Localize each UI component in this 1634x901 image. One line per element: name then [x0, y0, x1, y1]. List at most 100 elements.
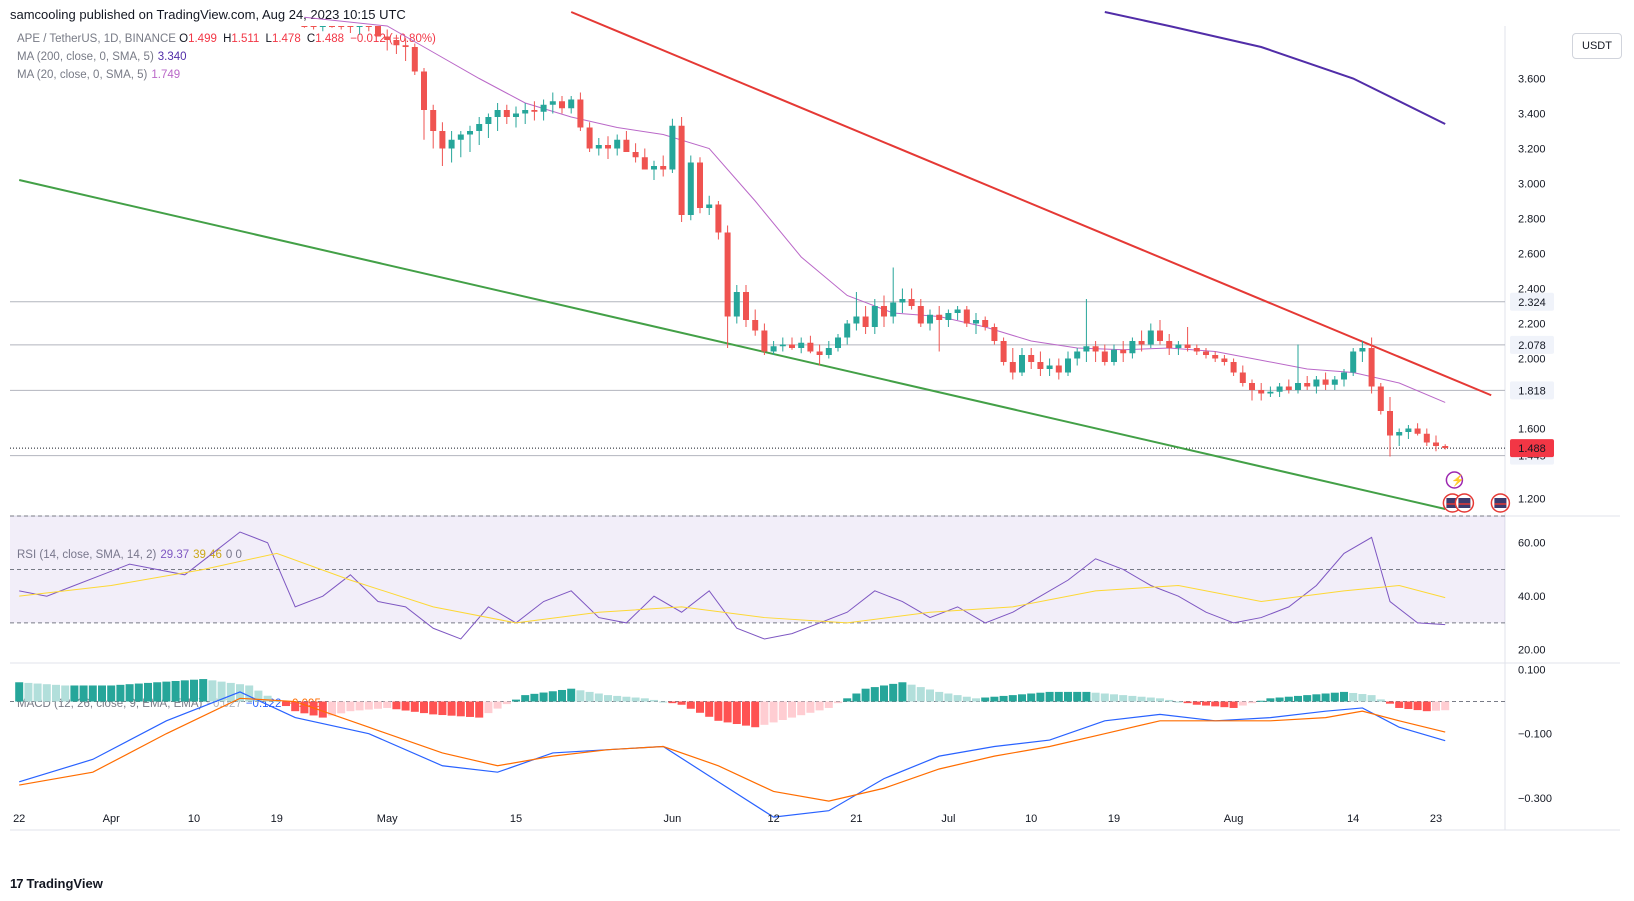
- candle: [1129, 337, 1136, 359]
- candle: [1111, 344, 1117, 366]
- candle-body: [319, 26, 326, 27]
- candle-body: [807, 342, 814, 352]
- macd-histogram-bar: [79, 685, 88, 702]
- candle: [927, 309, 933, 331]
- macd-histogram-bar: [916, 687, 925, 702]
- candle-body: [1267, 391, 1274, 394]
- macd-histogram-bar: [300, 701, 309, 714]
- candle: [1212, 351, 1219, 362]
- open-value: 1.499: [188, 33, 217, 45]
- macd-histogram-bar: [1238, 701, 1247, 706]
- macd-histogram-bar: [935, 691, 944, 702]
- macd-histogram-bar: [705, 701, 714, 717]
- macd-histogram-bar: [1367, 695, 1376, 702]
- candle-body: [706, 204, 713, 208]
- candle: [522, 103, 529, 124]
- rsi-line: [19, 531, 1446, 640]
- candle-body: [1046, 365, 1053, 369]
- macd-histogram-bar: [1413, 701, 1422, 711]
- macd-histogram-bar: [1146, 697, 1155, 702]
- level-badge: [1510, 335, 1554, 354]
- macd-histogram-bar: [217, 681, 226, 702]
- candle: [1203, 348, 1209, 359]
- macd-histogram-bar: [567, 688, 576, 702]
- candle-body: [890, 302, 897, 317]
- open-label: O: [179, 33, 189, 45]
- candle: [1350, 348, 1357, 376]
- candle-body: [1377, 386, 1384, 411]
- macd-histogram-bar: [594, 693, 603, 702]
- candle: [393, 34, 400, 54]
- currency-button[interactable]: USDT: [1572, 33, 1622, 59]
- candle-body: [1368, 348, 1375, 387]
- candle-body: [835, 337, 841, 348]
- macd-histogram-bar: [263, 695, 272, 702]
- rsi-band: [10, 516, 1505, 623]
- time-tick-label: 19: [271, 813, 283, 825]
- candle-body: [1249, 383, 1255, 390]
- macd-histogram-bar: [696, 701, 704, 713]
- macd-histogram-bar: [677, 701, 686, 705]
- candle: [1359, 341, 1366, 362]
- macd-histogram-bar: [1284, 696, 1293, 702]
- macd-histogram-bar: [889, 683, 898, 702]
- candle: [1221, 355, 1228, 366]
- candle-body: [430, 110, 437, 131]
- candle-body: [421, 71, 427, 110]
- candle-body: [687, 162, 694, 215]
- candle: [945, 309, 952, 327]
- candle-body: [522, 110, 529, 114]
- candle-body: [853, 316, 860, 324]
- candle: [614, 134, 621, 156]
- candle: [1101, 344, 1108, 366]
- candle-body: [871, 306, 878, 327]
- candle-body: [927, 314, 933, 324]
- candle: [1166, 334, 1173, 355]
- macd-histogram-bar: [33, 683, 42, 702]
- candle: [319, 26, 326, 32]
- macd-histogram-bar: [1082, 691, 1091, 702]
- resistance-trendline: [570, 11, 1492, 397]
- rsi-tick-label: 60.00: [1518, 538, 1546, 550]
- macd-histogram-bar: [254, 690, 263, 702]
- rsi-legend: RSI (14, close, SMA, 14, 2) 29.37 39.46 0 0: [17, 549, 242, 561]
- macd-histogram-bar: [751, 701, 760, 728]
- macd-histogram-bar: [171, 680, 180, 702]
- candle-body: [1175, 344, 1182, 348]
- candle-body: [733, 292, 740, 317]
- macd-histogram-bar: [852, 693, 861, 702]
- macd-histogram-bar: [1165, 699, 1174, 702]
- macd-histogram-bar: [769, 701, 778, 723]
- candle: [917, 299, 924, 327]
- macd-histogram-bar: [107, 685, 116, 702]
- macd-histogram-bar: [374, 701, 382, 709]
- candle-body: [1304, 383, 1311, 387]
- candle-body: [1147, 330, 1154, 345]
- candle-body: [908, 299, 915, 306]
- macd-histogram-bar: [981, 697, 990, 702]
- candle: [1387, 397, 1393, 457]
- price-tick-label: 1.200: [1518, 494, 1546, 506]
- macd-histogram-bar: [898, 682, 907, 702]
- candle: [411, 43, 418, 75]
- candle: [991, 323, 998, 345]
- candle-body: [393, 40, 400, 46]
- candle-body: [899, 299, 906, 303]
- candle-body: [973, 320, 979, 324]
- macd-histogram-bar: [1275, 697, 1284, 702]
- candle-body: [743, 292, 749, 320]
- macd-histogram-bar: [1036, 692, 1045, 702]
- macd-histogram-bar: [401, 701, 410, 711]
- candle-body: [982, 320, 989, 327]
- macd-histogram-bar: [429, 701, 438, 715]
- tradingview-logo[interactable]: 17 TradingView: [10, 876, 103, 891]
- macd-histogram-bar: [1294, 695, 1302, 702]
- candle-body: [1359, 348, 1366, 352]
- candle-body: [641, 157, 648, 170]
- time-tick-label: 10: [188, 813, 200, 825]
- candle-body: [1019, 355, 1025, 373]
- candle: [1295, 344, 1301, 394]
- candle-body: [540, 104, 547, 112]
- candle-body: [310, 26, 317, 27]
